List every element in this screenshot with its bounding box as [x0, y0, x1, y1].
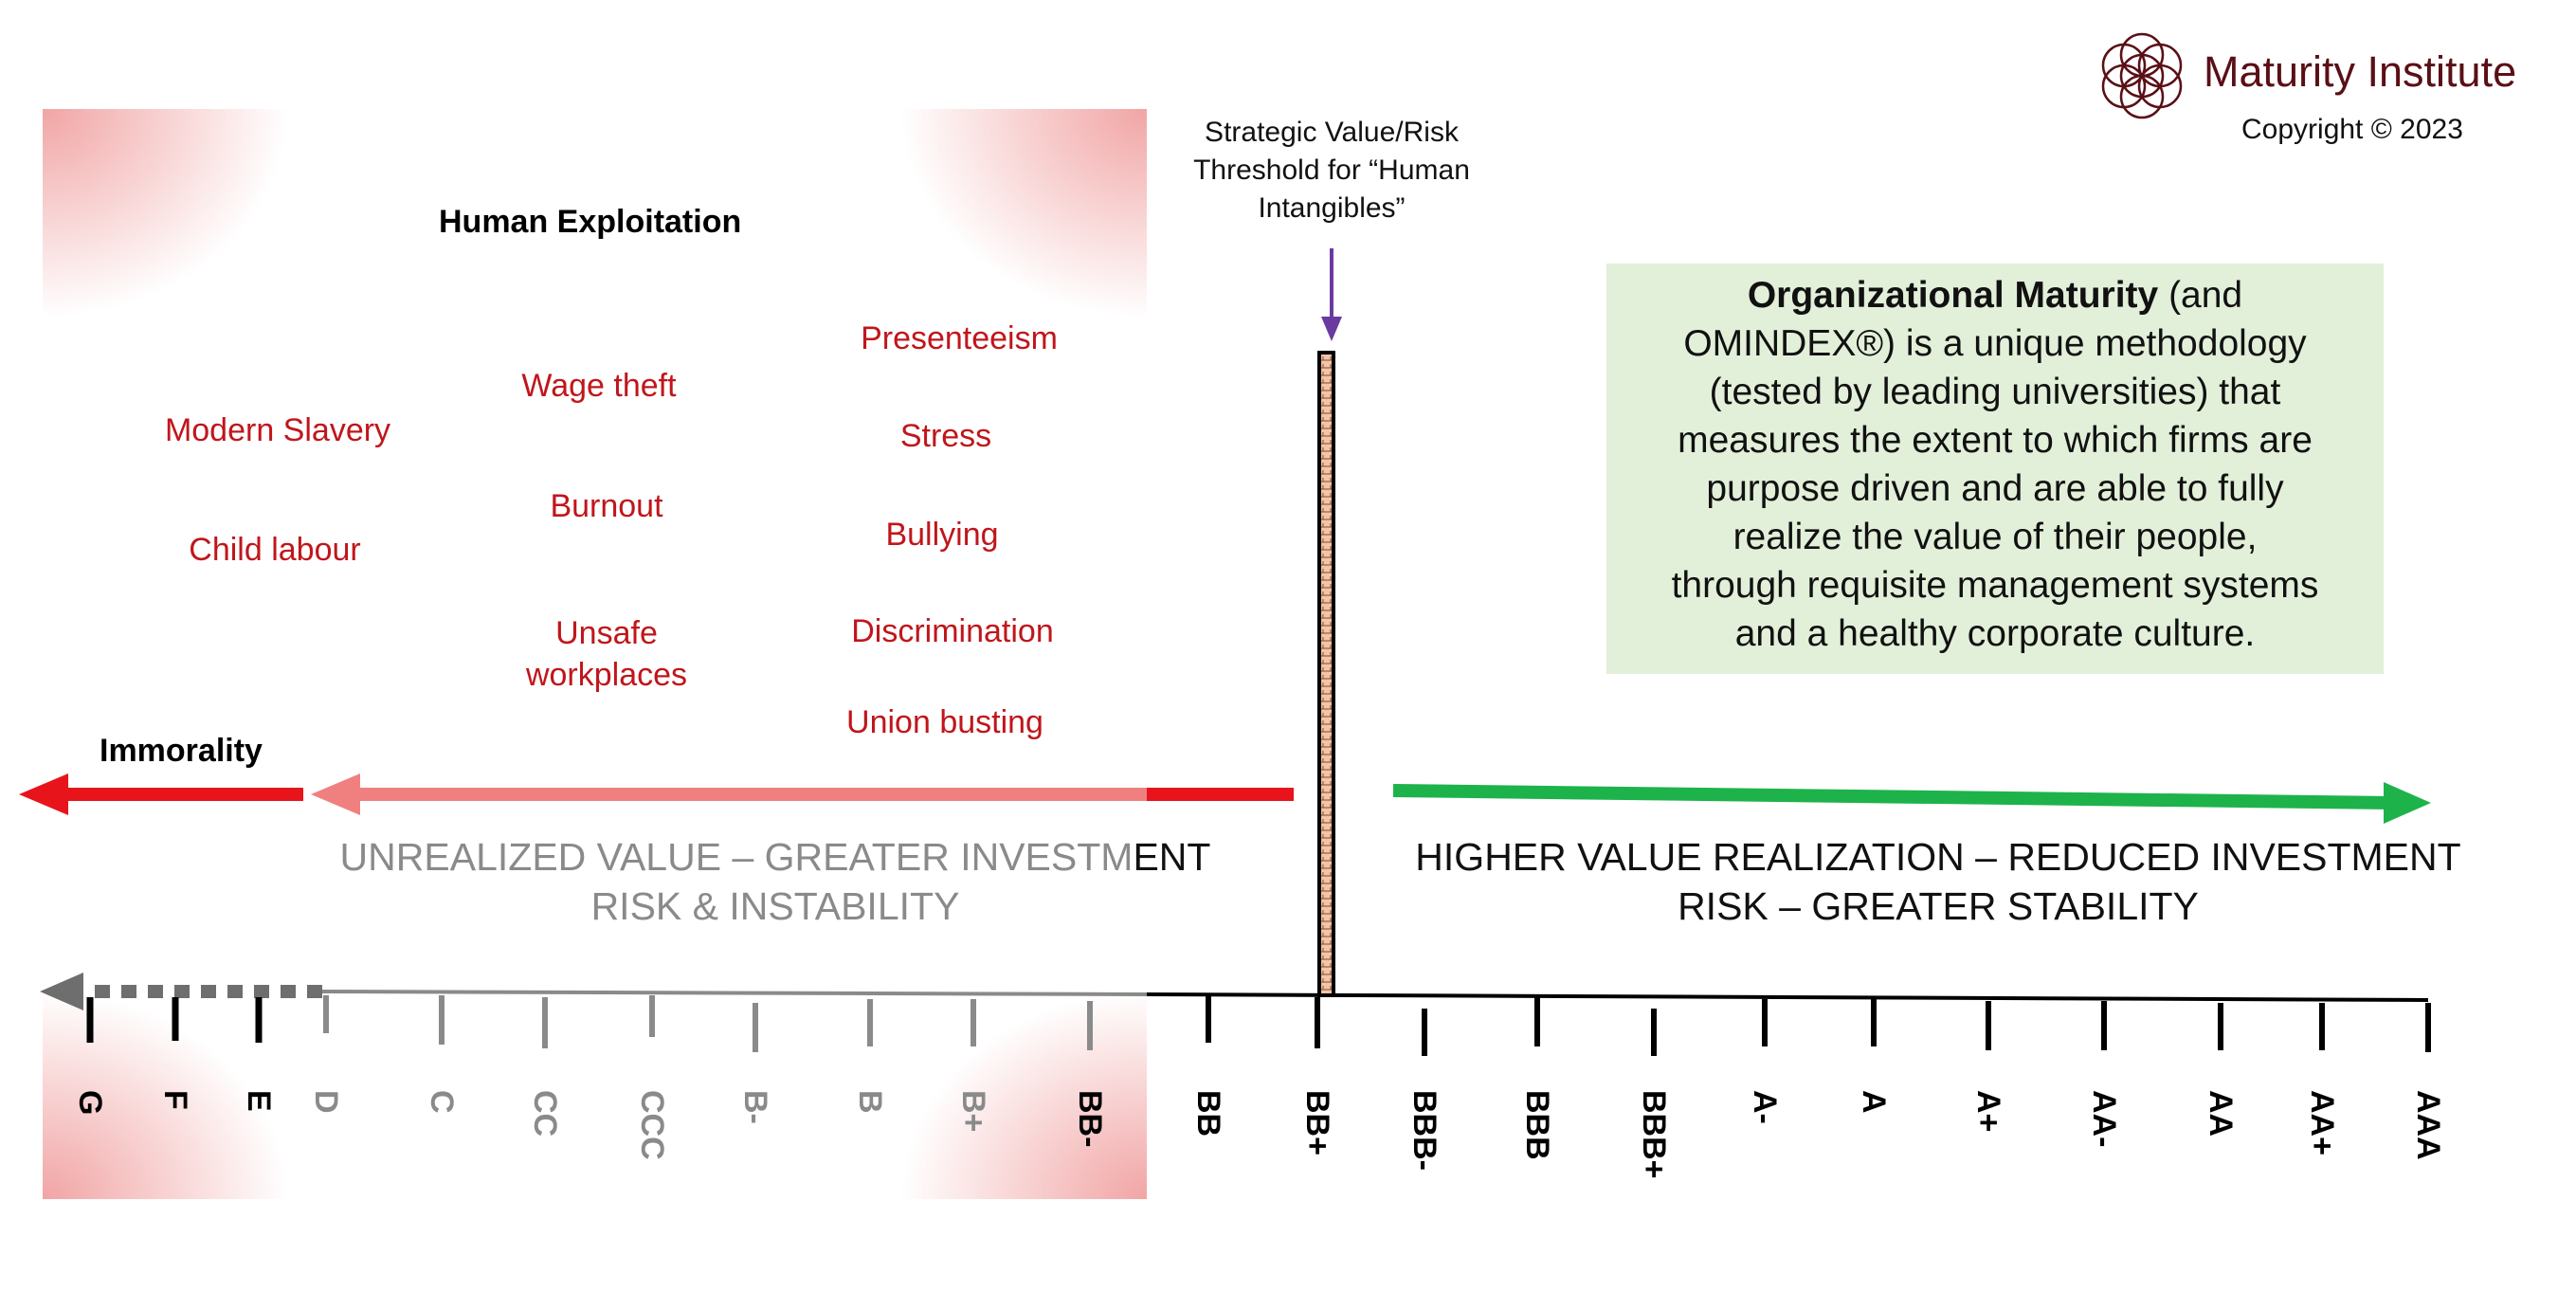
term-stress: Stress — [899, 418, 992, 454]
human-exploitation-panel — [43, 109, 1147, 1199]
description-line-6: realize the value of their people, — [1732, 517, 2258, 557]
rating-bb-minus: BB- — [1072, 1090, 1108, 1148]
rating-a: A — [1856, 1090, 1892, 1114]
description-line-8: and a healthy corporate culture. — [1734, 613, 2256, 654]
rating-bb-plus: BB+ — [1299, 1090, 1335, 1155]
term-burnout: Burnout — [550, 488, 663, 524]
term-presenteeism: Presenteeism — [861, 320, 1058, 356]
rating-aa-minus: AA- — [2086, 1090, 2122, 1148]
rating-b-minus: B- — [737, 1090, 773, 1124]
rating-a-minus: A- — [1747, 1090, 1783, 1124]
rating-aaa: AAA — [2410, 1090, 2446, 1160]
rating-bbb-plus: BBB+ — [1636, 1090, 1672, 1179]
unrealized-value-caption: UNREALIZED VALUE – GREATER INVESTMENT RI… — [340, 832, 1211, 931]
term-child-labour: Child labour — [189, 532, 361, 568]
rating-b-plus: B+ — [955, 1090, 991, 1133]
term-workplaces: workplaces — [525, 657, 688, 693]
rating-ccc: CCC — [634, 1090, 670, 1160]
immorality-arrow — [19, 773, 303, 815]
rating-g: G — [72, 1090, 108, 1116]
rating-bb: BB — [1190, 1090, 1226, 1137]
description-paragraph: Organizational Maturity (and OMINDEX®) i… — [1606, 264, 2384, 658]
unrealized-caption-grey: UNREALIZED VALUE – GREATER INVESTM — [339, 835, 1134, 879]
term-bullying: Bullying — [885, 517, 999, 553]
higher-value-caption: HIGHER VALUE REALIZATION – REDUCED INVES… — [1415, 832, 2460, 931]
description-bold-lead: Organizational Maturity — [1747, 275, 2159, 316]
unrealized-caption-line-2: RISK & INSTABILITY — [590, 884, 960, 928]
rating-d: D — [308, 1090, 344, 1114]
brand-name: Maturity Institute — [2204, 47, 2517, 96]
rating-ticks — [86, 995, 2431, 1056]
rating-aa-plus: AA+ — [2304, 1090, 2340, 1155]
description-line-4: measures the extent to which firms are — [1678, 420, 2313, 461]
threshold-line-2: Threshold for “Human — [1193, 155, 1470, 186]
threshold-label: Strategic Value/Risk Threshold for “Huma… — [1193, 114, 1470, 227]
rating-a-plus: A+ — [1970, 1090, 2006, 1133]
rating-aa: AA — [2203, 1090, 2239, 1137]
term-wage-theft: Wage theft — [521, 368, 677, 404]
human-exploitation-title: Human Exploitation — [439, 204, 742, 240]
brand-block: Maturity Institute Copyright © 2023 — [2090, 24, 2564, 147]
description-line-7: through requisite management systems — [1671, 565, 2319, 606]
copyright-text: Copyright © 2023 — [2241, 114, 2463, 145]
description-line-2: OMINDEX®) is a unique methodology — [1683, 323, 2307, 364]
rating-f: F — [157, 1090, 193, 1110]
threshold-line-3: Intangibles” — [1258, 192, 1406, 224]
unrealized-caption-dark: ENT — [1133, 835, 1211, 879]
threshold-line-1: Strategic Value/Risk — [1205, 117, 1459, 148]
rating-c: C — [424, 1090, 460, 1114]
rating-axis — [40, 973, 2429, 1010]
description-line-5: purpose driven and are able to fully — [1706, 468, 2284, 509]
rating-cc: CC — [527, 1090, 563, 1137]
higher-value-arrow — [1392, 782, 2431, 824]
unrealized-value-arrow — [311, 773, 1294, 815]
rating-bbb-minus: BBB- — [1406, 1090, 1442, 1171]
flower-of-life-logo-icon — [2101, 32, 2183, 119]
higher-value-caption-line-1: HIGHER VALUE REALIZATION – REDUCED INVES… — [1415, 835, 2461, 879]
organizational-maturity-description: Organizational Maturity (and OMINDEX®) i… — [1606, 264, 2384, 674]
immorality-label: Immorality — [100, 733, 263, 769]
higher-value-caption-line-2: RISK – GREATER STABILITY — [1678, 884, 2199, 928]
term-discrimination: Discrimination — [851, 613, 1054, 649]
rating-b: B — [852, 1090, 888, 1114]
rating-bbb: BBB — [1519, 1090, 1555, 1160]
term-modern-slavery: Modern Slavery — [164, 412, 391, 448]
rating-e: E — [241, 1090, 277, 1112]
description-line-1-rest: (and — [2158, 275, 2243, 316]
term-unsafe: Unsafe — [555, 615, 658, 651]
term-union-busting: Union busting — [846, 704, 1043, 740]
threshold-bar — [1317, 351, 1335, 997]
description-line-3: (tested by leading universities) that — [1709, 372, 2281, 412]
threshold-down-arrow-icon — [1321, 248, 1342, 341]
